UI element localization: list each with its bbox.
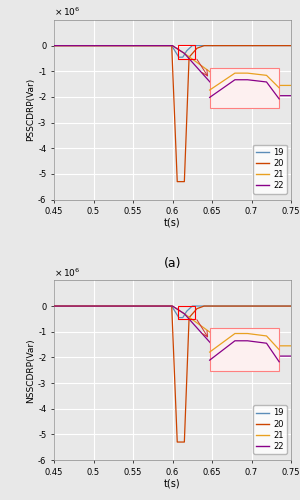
Bar [210,328,279,372]
Bar [178,306,195,320]
X-axis label: t(s): t(s) [164,478,181,488]
Bar [178,45,195,59]
Bar [210,68,279,108]
Legend: 19, 20, 21, 22: 19, 20, 21, 22 [253,144,287,194]
Text: $\times\,10^6$: $\times\,10^6$ [54,6,80,18]
Text: (a): (a) [164,257,181,270]
Text: $\times\,10^6$: $\times\,10^6$ [54,266,80,278]
Y-axis label: NSSCDRP(Var): NSSCDRP(Var) [26,338,35,402]
X-axis label: t(s): t(s) [164,218,181,228]
Y-axis label: PSSCDRP(Var): PSSCDRP(Var) [26,78,35,142]
Legend: 19, 20, 21, 22: 19, 20, 21, 22 [253,405,287,454]
